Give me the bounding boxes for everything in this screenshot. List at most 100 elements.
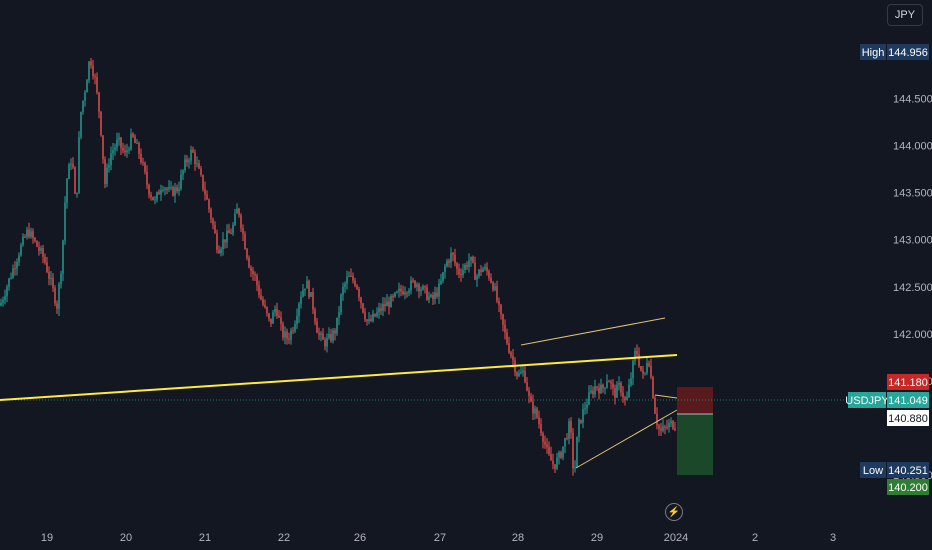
candle-body [66,178,68,203]
trendline-yellow[interactable] [0,354,678,401]
candle-body [550,454,552,461]
candle-body [294,324,296,332]
candle-body [492,282,494,290]
candle-body [436,292,438,297]
candle-body [12,268,14,278]
candle-body [122,147,124,151]
candle-body [96,77,98,93]
candle-body [516,372,518,376]
candle-body [662,426,664,431]
candle-body [140,154,142,163]
candle-body [554,464,556,469]
candle-body [476,276,478,280]
y-tick-label: 142.000 [893,329,932,341]
candle-body [450,253,452,263]
candle-body [372,313,374,321]
candle-body [520,372,522,374]
stop-loss-zone[interactable] [677,387,713,414]
candle-body [284,331,286,338]
candle-body [424,286,426,288]
candle-body [488,271,490,278]
stop-level-tag: 141.180 [887,374,929,390]
candle-body [16,261,18,269]
candle-body [404,292,406,295]
wedge-upper-line[interactable] [520,317,666,346]
candle-body [222,239,224,250]
candle-body [608,381,610,383]
candle-body [28,229,30,237]
candle-body [348,275,350,277]
candle-body [504,324,506,333]
x-tick-label: 3 [830,532,836,544]
candle-body [168,187,170,190]
candle-body [384,303,386,307]
candle-body [380,308,382,311]
candle-body [466,265,468,267]
candle-body [412,280,414,282]
candle-body [292,330,294,332]
candle-body [508,343,510,353]
candle-body [394,292,396,297]
candle-body [368,319,370,322]
candle-body [156,192,158,200]
candle-body [586,404,588,409]
svg-text:140.251: 140.251 [888,465,928,477]
candle-body [36,240,38,247]
candle-body [238,208,240,216]
candle-body [654,398,656,414]
candle-body [250,267,252,271]
wedge-short-line[interactable] [654,394,678,399]
candle-body [288,338,290,340]
candle-body [206,194,208,200]
candle-body [614,388,616,398]
currency-button[interactable]: JPY [887,4,923,26]
candle-body [596,386,598,388]
x-tick-label: 26 [354,532,366,544]
candle-body [130,133,132,150]
candle-body [650,366,652,377]
candle-body [78,137,80,193]
candle-body [30,231,32,237]
candle-body [72,163,74,168]
candle-body [54,287,56,304]
candle-body [558,452,560,458]
svg-text:High: High [862,47,885,59]
candle-body [306,281,308,289]
candle-body [56,303,58,309]
candle-body [486,267,488,272]
candle-body [536,408,538,418]
candle-body [4,296,6,300]
svg-text:144.956: 144.956 [888,47,928,59]
candle-body [582,409,584,423]
candle-body [648,363,650,367]
candle-body [448,260,450,263]
candle-body [408,290,410,293]
candle-body [34,237,36,241]
candle-body [110,153,112,166]
candle-body [196,163,198,165]
time-axis[interactable]: 19 20 21 22 26 27 28 29 2024 2 3 [41,532,836,544]
candle-body [300,296,302,304]
candle-body [138,142,140,155]
candle-body [378,308,380,313]
candle-body [612,383,614,389]
candle-body [460,274,462,276]
candle-body [68,164,70,179]
candle-body [162,189,164,191]
candle-body [362,303,364,313]
take-profit-zone[interactable] [677,414,713,475]
lightning-icon[interactable]: ⚡ [665,503,683,521]
candle-body [664,426,666,428]
candle-body [658,425,660,429]
candle-body [542,433,544,442]
x-tick-label: 20 [120,532,132,544]
candle-body [234,213,236,225]
wedge-lower-line[interactable] [575,409,678,469]
candle-body [666,426,668,428]
candle-body [166,188,168,190]
candle-body [354,280,356,286]
candle-body [572,432,574,469]
candle-body [610,381,612,384]
candle-body [532,401,534,414]
